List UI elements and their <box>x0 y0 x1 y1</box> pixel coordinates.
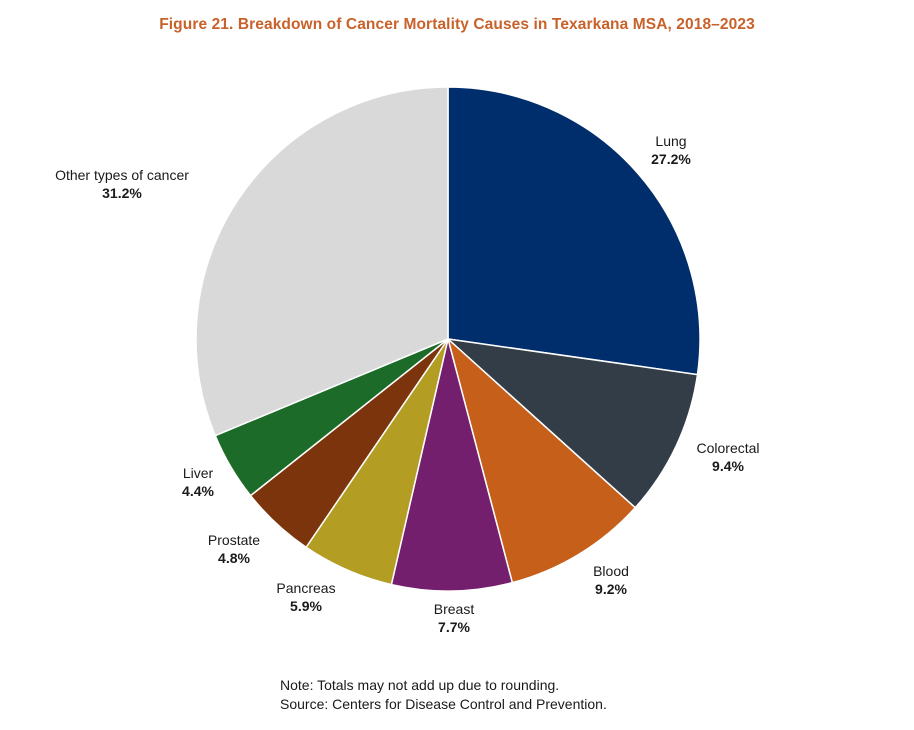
slice-label-pancreas: Pancreas <box>276 580 335 596</box>
slice-label-other-types-of-cancer: Other types of cancer <box>55 167 189 183</box>
slice-label-lung: Lung <box>655 133 686 149</box>
pie-slice-blood <box>446 336 637 584</box>
pie-slice-breast <box>390 338 514 592</box>
note-text: Note: Totals may not add up due to round… <box>280 677 560 693</box>
pie-labels: Lung 27.2% Colorectal 9.4% Blood 9.2% Breast 7.… <box>55 133 759 635</box>
chart-title: Figure 21. Breakdown of Cancer Mortality… <box>159 16 755 33</box>
slice-label-breast: Breast <box>434 601 475 617</box>
source-text: Source: Centers for Disease Control and … <box>280 696 607 712</box>
slice-label-prostate: Prostate <box>208 532 260 548</box>
slice-value-other-types-of-cancer: 31.2% <box>102 185 142 201</box>
slice-value-pancreas: 5.9% <box>290 598 322 614</box>
pie-slice-other-types-of-cancer <box>195 86 449 437</box>
pie-slice-lung <box>447 86 701 376</box>
slice-value-lung: 27.2% <box>651 151 691 167</box>
pie-slice-colorectal <box>445 337 699 509</box>
slice-label-liver: Liver <box>183 465 214 481</box>
slice-value-prostate: 4.8% <box>218 550 250 566</box>
slice-value-colorectal: 9.4% <box>712 458 744 474</box>
chart-notes: Note: Totals may not add up due to round… <box>280 676 607 714</box>
slice-value-breast: 7.7% <box>438 619 470 635</box>
slice-value-liver: 4.4% <box>182 483 214 499</box>
slice-label-blood: Blood <box>593 563 629 579</box>
pie-slices <box>195 86 701 592</box>
slice-value-blood: 9.2% <box>595 581 627 597</box>
slice-label-colorectal: Colorectal <box>696 440 759 456</box>
